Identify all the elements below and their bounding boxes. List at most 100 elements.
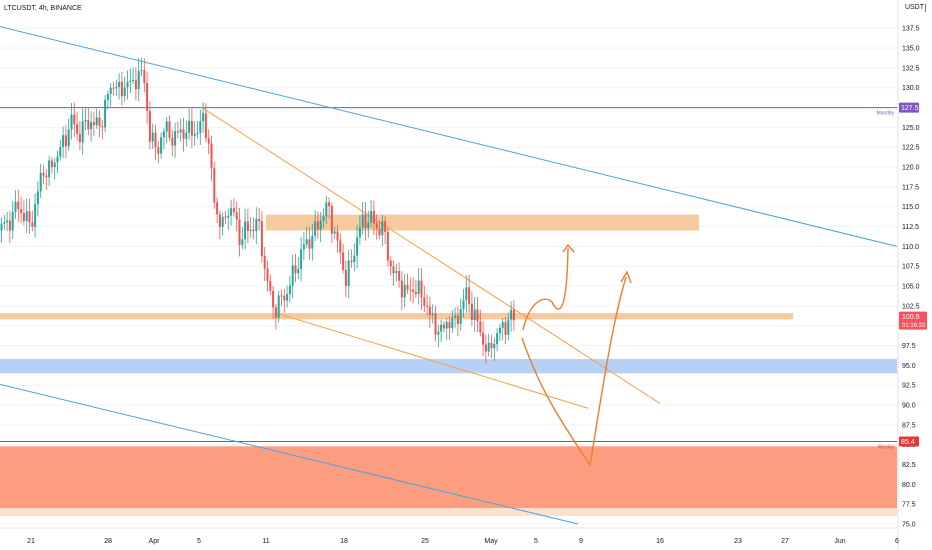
candle-body (31, 222, 34, 227)
candle-body (98, 117, 101, 127)
candle-body (137, 70, 140, 90)
candle-body (280, 295, 283, 297)
candle-body (244, 221, 247, 240)
candle-body (11, 211, 14, 231)
trendline (201, 107, 661, 404)
price-tick-label: 115.0 (902, 204, 919, 211)
time-tick-label: 25 (421, 538, 429, 545)
price-tick-label: 110.0 (902, 244, 919, 251)
candle-body (188, 121, 191, 133)
candle-body (342, 252, 345, 270)
candle-body (78, 133, 81, 143)
candle-body (174, 131, 177, 146)
candle-body (504, 322, 507, 335)
candle-body (319, 220, 322, 230)
candle-body (3, 222, 6, 224)
candle-body (118, 81, 121, 87)
candle-body (199, 121, 202, 134)
candle-body (50, 160, 53, 168)
level-price-tag (899, 436, 919, 447)
candle-body (325, 202, 328, 217)
candle-body (151, 132, 154, 142)
candle-body (423, 297, 426, 306)
price-tick-label: 105.0 (902, 284, 920, 291)
candle-body (316, 221, 319, 230)
candle-body (258, 218, 261, 222)
candle-body (87, 120, 90, 130)
candle-body (339, 240, 342, 253)
candle-body (120, 81, 123, 97)
candle-body (496, 333, 499, 345)
candle-body (6, 220, 9, 223)
candle-body (123, 87, 126, 97)
candle-body (420, 280, 423, 298)
candle-body (132, 79, 135, 81)
candle-body (48, 160, 51, 178)
time-tick-label: 5 (534, 538, 538, 545)
candle-body (448, 321, 451, 329)
currency-label[interactable]: USDT (904, 4, 924, 11)
price-tick-label: 90.0 (902, 403, 916, 410)
candle-body (426, 305, 429, 307)
candle-body (0, 223, 3, 231)
price-tick-label: 87.5 (902, 422, 916, 429)
candle-body (375, 223, 378, 229)
candle-body (64, 135, 67, 147)
candle-body (101, 126, 104, 128)
candle-body (165, 121, 168, 132)
candle-body (431, 313, 434, 316)
candle-body (8, 220, 11, 231)
candle-body (462, 300, 465, 309)
candle-body (140, 70, 143, 72)
candle-body (356, 237, 359, 256)
candle-body (272, 290, 275, 308)
candle-body (479, 321, 482, 333)
time-tick-label: 5 (197, 538, 201, 545)
candle-body (160, 137, 163, 154)
candle-body (288, 285, 291, 295)
candle-body (95, 117, 98, 126)
projection-path-down-up (521, 276, 627, 467)
candle-body (395, 271, 398, 274)
candle-body (347, 260, 350, 287)
candle-body (378, 228, 381, 236)
candle-body (468, 287, 471, 304)
candle-body (90, 122, 93, 130)
candle-body (171, 137, 174, 146)
candle-body (232, 208, 235, 213)
time-tick-label: 9 (579, 538, 583, 545)
price-tick-label: 112.5 (902, 224, 919, 231)
candle-body (440, 324, 443, 332)
time-tick-label: Jun (834, 538, 845, 545)
trendline (0, 26, 898, 247)
price-zone (0, 508, 897, 517)
candle-body (235, 212, 238, 220)
candle-body (512, 309, 515, 321)
candle-body (372, 210, 375, 224)
candle-body (417, 280, 420, 295)
candle-body (221, 216, 224, 227)
time-tick-label: Apr (149, 538, 161, 545)
candle-body (42, 172, 45, 176)
candle-body (81, 121, 84, 143)
candle-body (59, 146, 62, 157)
candle-body (487, 342, 490, 352)
candle-body (353, 255, 356, 263)
candle-body (484, 344, 487, 352)
candle-body (392, 266, 395, 274)
time-tick-label: 21 (27, 538, 35, 545)
price-tick-label: 107.5 (902, 264, 920, 271)
candle-body (109, 87, 112, 94)
candle-body (162, 131, 165, 138)
price-tick-label: 125.0 (902, 125, 920, 132)
price-tick-label: 80.0 (902, 482, 916, 489)
candle-body (286, 294, 289, 301)
candle-body (300, 249, 303, 270)
candle-body (398, 271, 401, 281)
candle-body (454, 315, 457, 318)
candle-body (182, 129, 185, 139)
candle-body (45, 175, 48, 178)
candle-body (434, 313, 437, 335)
candle-body (361, 214, 364, 228)
